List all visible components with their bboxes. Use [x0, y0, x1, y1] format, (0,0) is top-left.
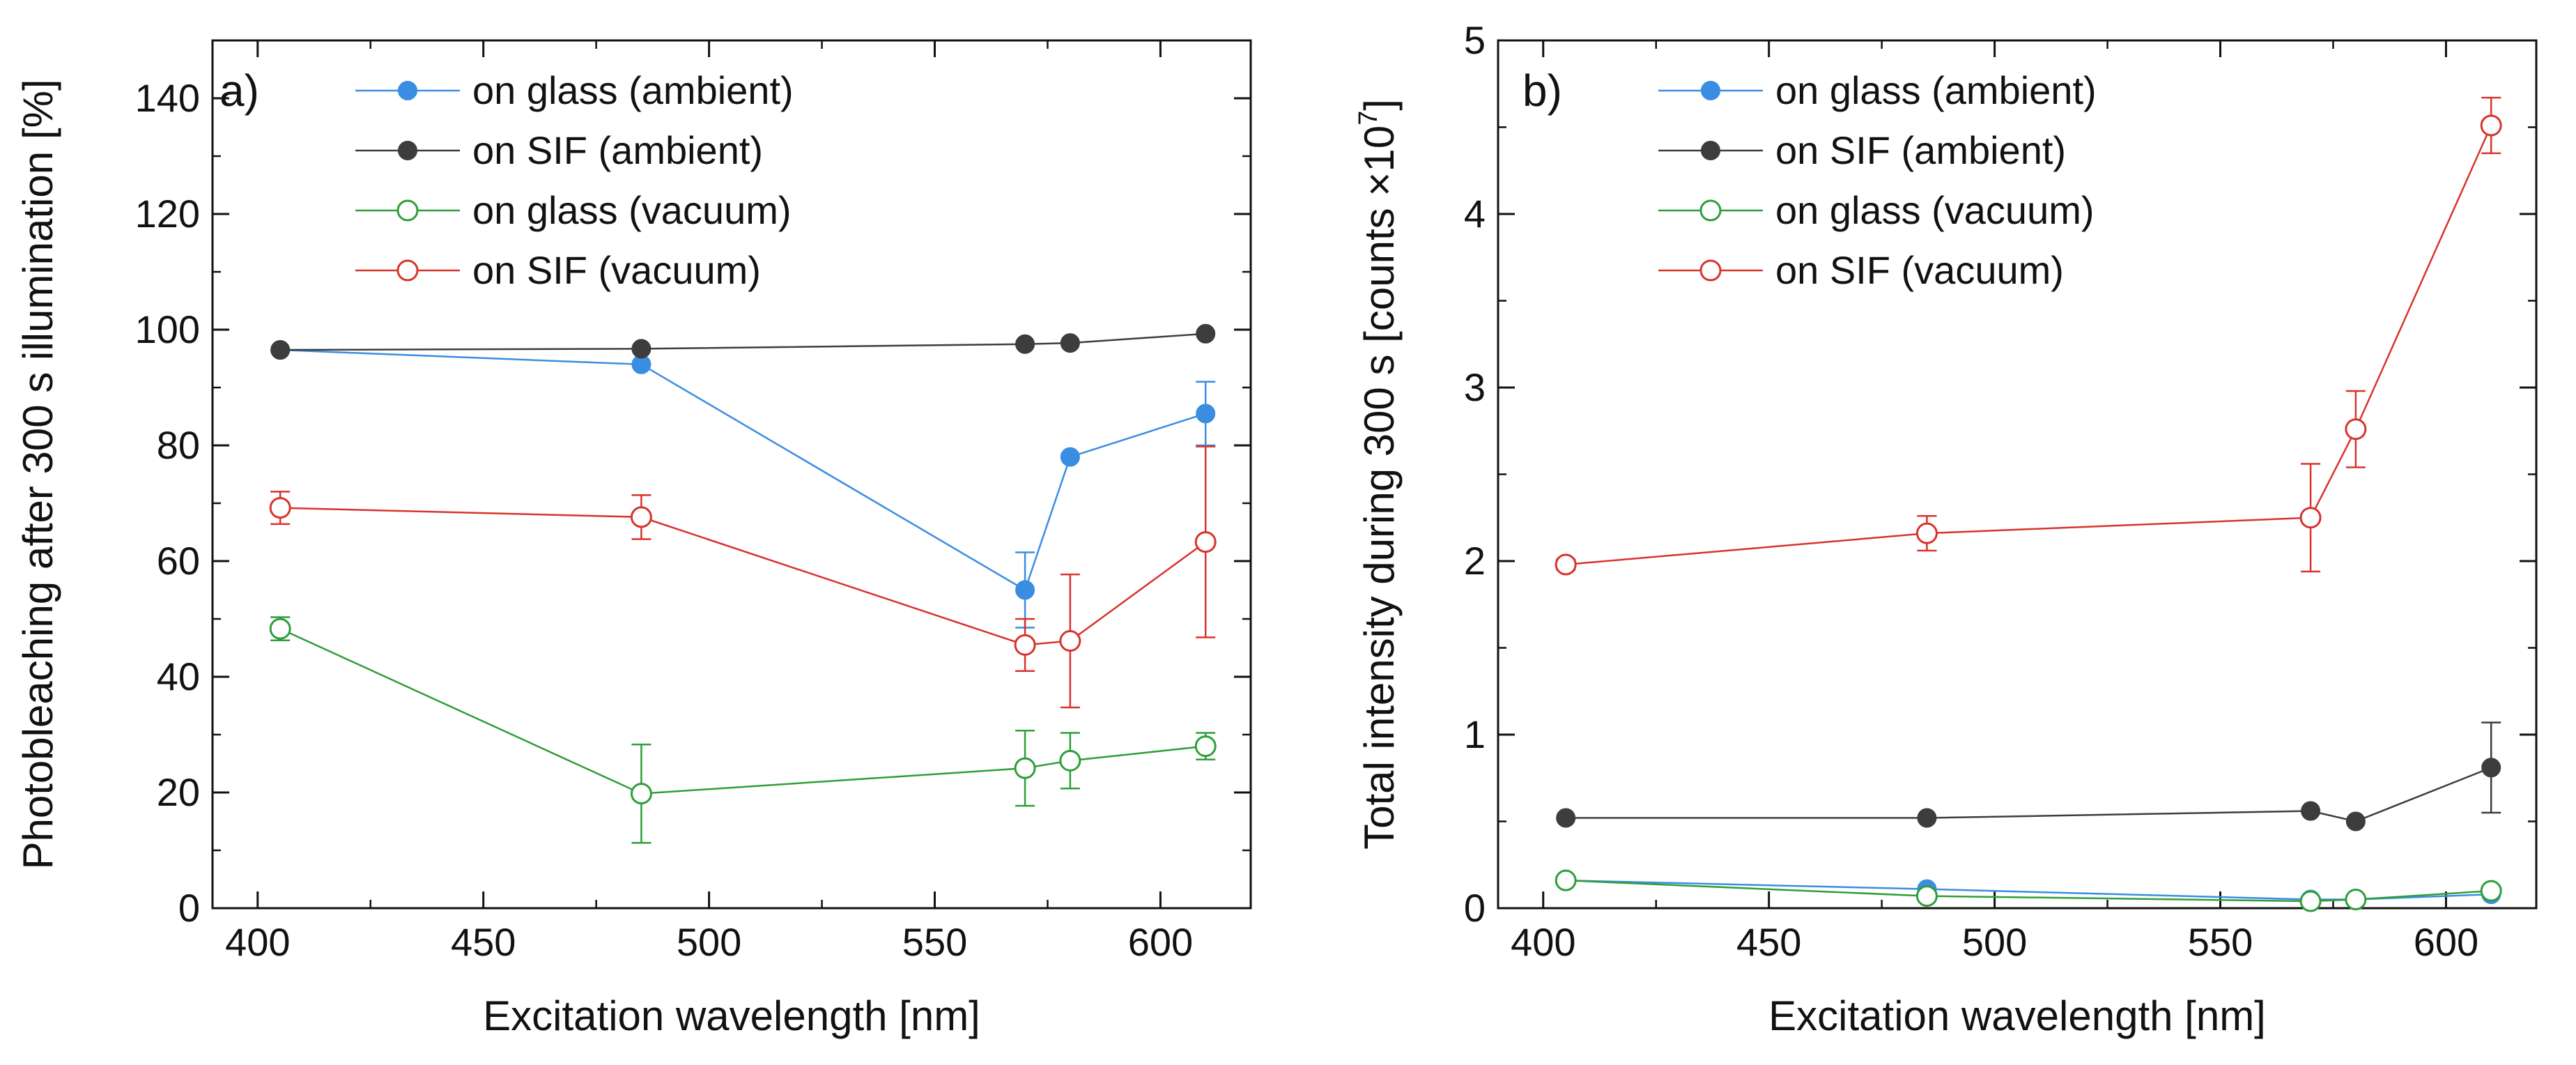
legend-marker — [1701, 141, 1720, 160]
series-line — [280, 507, 1206, 646]
data-point — [1915, 522, 1938, 544]
data-point — [2301, 801, 2321, 821]
x-tick-label: 550 — [902, 920, 967, 964]
data-point — [2480, 114, 2502, 137]
data-point — [1194, 735, 1217, 758]
y-tick-label: 140 — [135, 76, 200, 120]
legend-label: on glass (vacuum) — [472, 188, 792, 232]
data-point — [1015, 334, 1035, 354]
legend-label: on SIF (vacuum) — [472, 248, 761, 292]
series-on-glass-vacuum- — [1555, 869, 2502, 912]
x-tick-label: 450 — [1736, 920, 1801, 964]
data-point — [2345, 418, 2367, 440]
x-tick-label: 400 — [225, 920, 290, 964]
x-tick-label: 600 — [2414, 920, 2478, 964]
legend-marker — [1699, 259, 1722, 282]
x-tick-label: 600 — [1128, 920, 1193, 964]
y-tick-label: 80 — [157, 423, 200, 467]
y-axis-title-end: ] — [1356, 99, 1403, 111]
y-tick-label: 0 — [1464, 886, 1486, 930]
legend-label: on SIF (ambient) — [1775, 128, 2066, 172]
x-tick-label: 500 — [677, 920, 741, 964]
data-point — [1556, 808, 1576, 828]
y-tick-label: 5 — [1464, 18, 1486, 62]
data-point — [1059, 749, 1081, 772]
y-tick-label: 20 — [157, 770, 200, 814]
legend-marker — [1701, 81, 1720, 100]
data-point — [1060, 447, 1080, 467]
legend-marker — [396, 259, 419, 282]
legend: on glass (ambient) on SIF (ambient) on gla… — [355, 68, 794, 292]
x-tick-label: 550 — [2188, 920, 2253, 964]
data-point — [2481, 758, 2501, 778]
data-point — [2345, 811, 2366, 832]
data-point — [2299, 507, 2322, 529]
series-on-sif-vacuum- — [1555, 96, 2502, 576]
data-point — [269, 618, 291, 640]
legend-marker — [396, 199, 419, 222]
x-axis-title: Excitation wavelength [nm] — [1768, 993, 2266, 1039]
data-point — [1015, 580, 1035, 600]
y-tick-label: 1 — [1464, 712, 1486, 756]
y-tick-label: 40 — [157, 654, 200, 698]
legend-marker — [398, 141, 417, 160]
y-tick-label: 4 — [1464, 192, 1486, 236]
y-tick-label: 2 — [1464, 539, 1486, 583]
series-line — [280, 348, 1206, 592]
data-point — [1059, 630, 1081, 652]
legend-label: on glass (ambient) — [1775, 68, 2097, 112]
panel-label: b) — [1522, 66, 1562, 116]
y-tick-label: 60 — [157, 539, 200, 583]
data-point — [270, 340, 291, 360]
legend-label: on SIF (vacuum) — [1775, 248, 2064, 292]
legend-marker — [1699, 199, 1722, 222]
data-point — [2299, 890, 2322, 912]
data-point — [2345, 889, 2367, 911]
panel-label: a) — [219, 66, 259, 116]
data-point — [1917, 808, 1937, 828]
y-tick-label: 100 — [135, 307, 200, 351]
legend: on glass (ambient) on SIF (ambient) on gla… — [1658, 68, 2097, 292]
legend-label: on glass (ambient) — [472, 68, 794, 112]
series-on-glass-vacuum- — [269, 616, 1217, 844]
x-tick-label: 500 — [1962, 920, 2027, 964]
data-point — [1196, 323, 1216, 344]
y-axis-title-main: Photobleaching after 300 s illumination … — [15, 79, 61, 869]
chart-panel-a: 400 450 500 550 600 0 20 40 60 80 100 120 140 Excitat… — [15, 39, 1252, 1039]
chart-panel-b: 400 450 500 550 600 0 1 2 3 4 5 Excitation waveleng… — [1354, 18, 2538, 1039]
data-point — [1060, 333, 1080, 353]
x-axis-title: Excitation wavelength [nm] — [483, 993, 980, 1039]
series-on-sif-ambient- — [270, 323, 1216, 360]
legend-label: on glass (vacuum) — [1775, 188, 2095, 232]
series-on-sif-vacuum- — [269, 445, 1217, 709]
data-point — [1196, 404, 1216, 424]
series-on-glass-ambient- — [270, 340, 1216, 629]
data-point — [630, 783, 652, 805]
x-tick-label: 450 — [451, 920, 516, 964]
y-axis-title-superscript: 7 — [1354, 111, 1383, 125]
y-tick-label: 0 — [178, 886, 200, 930]
data-point — [1014, 634, 1036, 656]
y-axis-title: Photobleaching after 300 s illumination … — [15, 79, 61, 869]
data-point — [631, 339, 651, 359]
y-axis-title: Total intensity during 300 s [counts ×10… — [1354, 99, 1403, 850]
series-on-sif-ambient- — [1556, 721, 2501, 832]
plot-frame — [211, 39, 1252, 910]
data-point — [1915, 885, 1938, 907]
data-point — [1194, 531, 1217, 553]
legend-label: on SIF (ambient) — [472, 128, 763, 172]
data-point — [2480, 880, 2502, 902]
y-axis-title-main: Total intensity during 300 s [counts ×10 — [1356, 125, 1403, 850]
data-point — [269, 497, 291, 519]
data-point — [1555, 869, 1577, 891]
y-tick-label: 120 — [135, 192, 200, 236]
data-point — [630, 506, 652, 528]
y-tick-label: 3 — [1464, 365, 1486, 409]
data-point — [1014, 757, 1036, 779]
x-tick-label: 400 — [1511, 920, 1575, 964]
legend-marker — [398, 81, 417, 100]
data-point — [1555, 553, 1577, 576]
